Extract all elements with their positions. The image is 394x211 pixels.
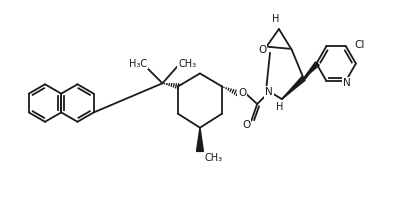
Text: N: N	[343, 78, 351, 88]
Text: H: H	[272, 14, 280, 24]
Text: O: O	[238, 88, 247, 98]
Polygon shape	[197, 128, 203, 151]
Text: O: O	[242, 120, 251, 130]
Text: Cl: Cl	[354, 41, 364, 50]
Text: H: H	[275, 101, 282, 111]
Text: CH₃: CH₃	[205, 153, 223, 163]
Text: CH₃: CH₃	[178, 59, 196, 69]
Text: H₃C: H₃C	[129, 59, 147, 69]
Polygon shape	[304, 62, 319, 78]
Text: H: H	[276, 102, 284, 112]
Polygon shape	[282, 77, 305, 99]
Text: N: N	[265, 87, 273, 97]
Text: O: O	[258, 45, 266, 55]
